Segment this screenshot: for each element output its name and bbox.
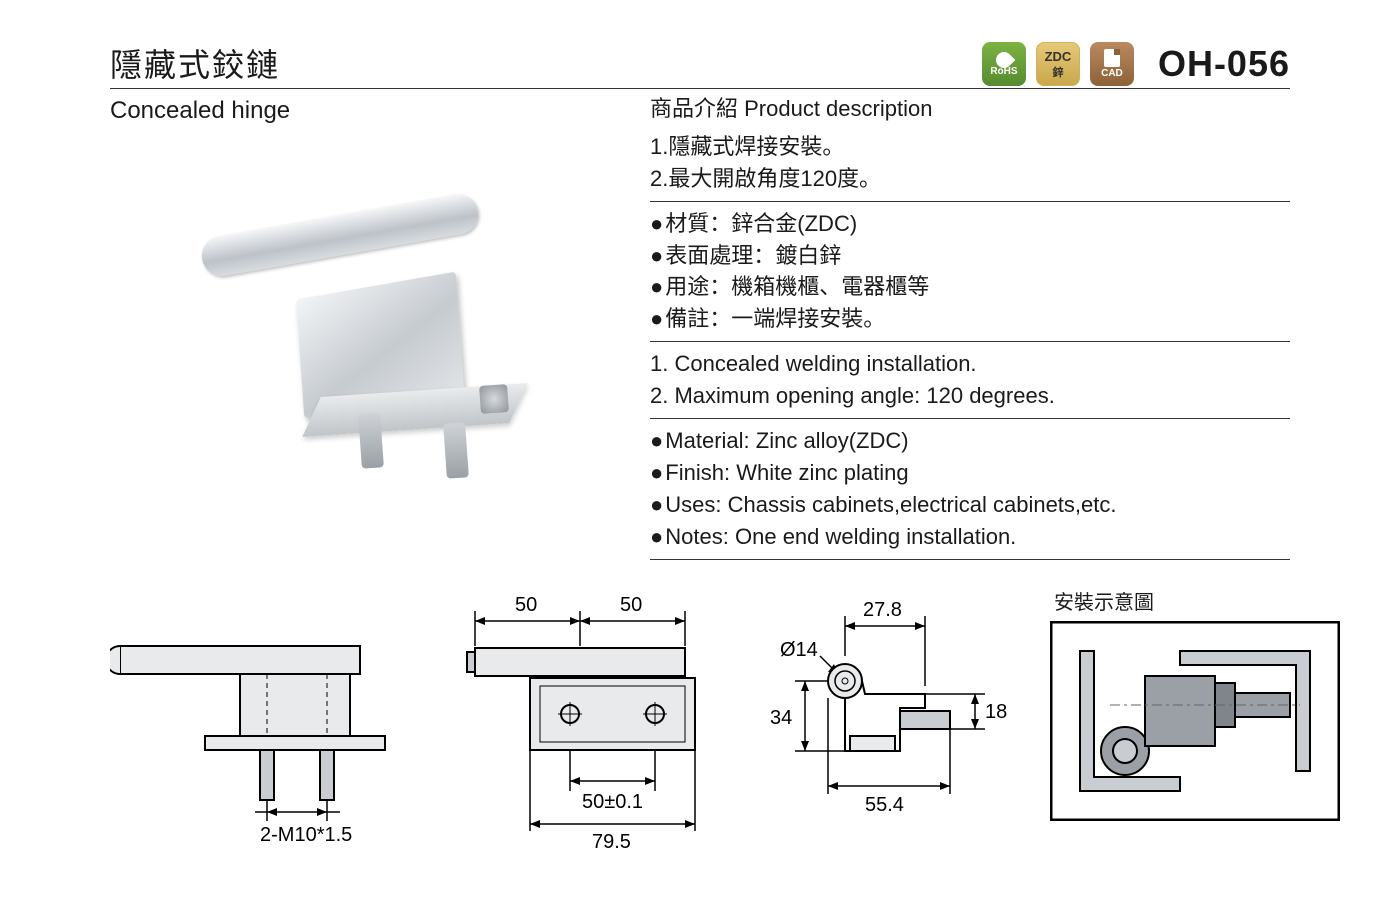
- spec-en-item: Finish: White zinc plating: [650, 457, 1290, 489]
- dim-width-top: 27.8: [863, 599, 902, 621]
- install-diagram-label: 安裝示意圖: [1054, 586, 1340, 615]
- feature-en-item: 1. Concealed welding installation.: [650, 348, 1290, 380]
- divider: [650, 559, 1290, 560]
- dim-thread-spec: 2-M10*1.5: [260, 824, 352, 846]
- spec-zh-item: 表面處理：鍍白鋅: [650, 240, 1290, 272]
- bolt-shape: [479, 384, 509, 414]
- spec-en-item: Notes: One end welding installation.: [650, 521, 1290, 553]
- features-zh-block: 1.隱藏式焊接安裝。 2.最大開啟角度120度。: [650, 131, 1290, 195]
- document-icon: [1104, 49, 1120, 67]
- dim-offset: 18: [985, 701, 1007, 723]
- zdc-bottom-label: 鋅: [1052, 64, 1063, 80]
- product-image-column: [110, 125, 650, 566]
- dim-hole-pitch: 50±0.1: [582, 791, 643, 813]
- main-content: 商品介紹 Product description 1.隱藏式焊接安裝。 2.最大…: [110, 125, 1290, 566]
- divider: [650, 201, 1290, 202]
- description-column: 商品介紹 Product description 1.隱藏式焊接安裝。 2.最大…: [650, 125, 1290, 566]
- stud-shape: [443, 422, 469, 478]
- dim-height: 34: [770, 707, 792, 729]
- dim-top-right: 50: [620, 594, 642, 616]
- title-zh: 隱藏式鉸鏈: [110, 40, 280, 86]
- spec-zh-item: 用途：機箱機櫃、電器櫃等: [650, 271, 1290, 303]
- cad-badge-icon: CAD: [1090, 42, 1134, 86]
- spec-zh-item: 備註：一端焊接安裝。: [650, 303, 1290, 335]
- drawing-install-view: 安裝示意圖: [1050, 586, 1340, 821]
- spec-en-item: Uses: Chassis cabinets,electrical cabine…: [650, 489, 1290, 521]
- feature-zh-item: 1.隱藏式焊接安裝。: [650, 131, 1290, 163]
- drawings-row: 2-M10*1.5 50 50: [110, 586, 1290, 856]
- features-en-block: 1. Concealed welding installation. 2. Ma…: [650, 348, 1290, 412]
- hinge-pin-shape: [199, 191, 482, 279]
- specs-zh-block: 材質：鋅合金(ZDC) 表面處理：鍍白鋅 用途：機箱機櫃、電器櫃等 備註：一端焊…: [650, 208, 1290, 336]
- part-number: OH-056: [1158, 43, 1290, 85]
- feature-zh-item: 2.最大開啟角度120度。: [650, 163, 1290, 195]
- feature-en-item: 2. Maximum opening angle: 120 degrees.: [650, 380, 1290, 412]
- dim-overall: 55.4: [865, 794, 904, 816]
- spec-zh-item: 材質：鋅合金(ZDC): [650, 208, 1290, 240]
- spec-en-item: Material: Zinc alloy(ZDC): [650, 425, 1290, 457]
- cad-label: CAD: [1101, 68, 1123, 79]
- rohs-badge-icon: RoHS: [982, 42, 1026, 86]
- drawing-front-view: 2-M10*1.5: [110, 586, 410, 846]
- divider: [650, 341, 1290, 342]
- section-title: 商品介紹 Product description: [650, 93, 1290, 125]
- zdc-badge-icon: ZDC 鋅: [1036, 42, 1080, 86]
- header-right: RoHS ZDC 鋅 CAD OH-056: [982, 42, 1290, 86]
- drawing-top-view: 50 50 50±0.1: [440, 586, 720, 856]
- product-image: [190, 195, 520, 455]
- specs-en-block: Material: Zinc alloy(ZDC) Finish: White …: [650, 425, 1290, 553]
- dim-overall-width: 79.5: [592, 831, 631, 853]
- divider: [650, 418, 1290, 419]
- stud-shape: [358, 412, 384, 468]
- zdc-top-label: ZDC: [1045, 49, 1072, 64]
- header-row: 隱藏式鉸鏈 RoHS ZDC 鋅 CAD OH-056: [110, 40, 1290, 89]
- drawing-side-view: 27.8 Ø14 34 18: [750, 586, 1020, 846]
- dim-diameter: Ø14: [780, 639, 818, 661]
- dim-top-left: 50: [515, 594, 537, 616]
